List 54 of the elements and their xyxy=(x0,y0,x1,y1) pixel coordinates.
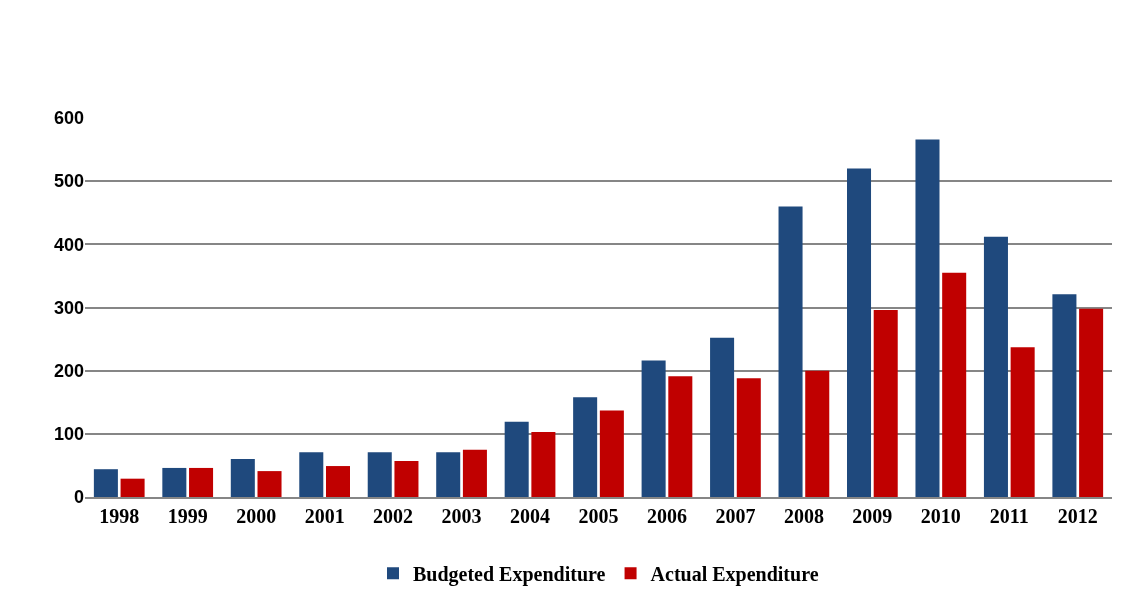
y-tick-label: 200 xyxy=(53,360,84,381)
bar xyxy=(189,467,214,497)
bar xyxy=(367,452,392,497)
x-tick-label: 1998 xyxy=(99,505,140,527)
bar xyxy=(325,466,350,497)
x-tick-label: 2004 xyxy=(510,505,551,527)
x-tick-label: 2005 xyxy=(578,505,619,527)
x-tick-label: 2003 xyxy=(441,505,482,527)
x-tick-label: 2002 xyxy=(373,505,414,527)
bar xyxy=(736,378,761,497)
y-tick-label: 600 xyxy=(53,108,84,129)
bar xyxy=(873,310,898,497)
x-tick-label: 2011 xyxy=(989,505,1029,527)
legend-label: Actual Expenditure xyxy=(650,563,819,587)
x-tick-label: 2009 xyxy=(852,505,893,527)
x-tick-label: 2007 xyxy=(715,505,756,527)
bar xyxy=(915,139,940,497)
bar xyxy=(531,431,556,497)
x-tick-label: 2000 xyxy=(236,505,277,527)
bar xyxy=(162,467,187,497)
x-tick-label: 1999 xyxy=(167,505,208,527)
y-tick-label: 100 xyxy=(53,424,84,445)
bar xyxy=(847,168,872,497)
x-tick-label: 2008 xyxy=(783,505,824,527)
bar xyxy=(230,459,255,497)
bar xyxy=(394,461,419,497)
x-tick-label: 2006 xyxy=(646,505,687,527)
bar xyxy=(983,236,1008,497)
bar xyxy=(1079,308,1104,497)
bar xyxy=(942,272,967,497)
x-tick-label: 2001 xyxy=(304,505,345,527)
bar xyxy=(668,376,693,497)
bar xyxy=(641,360,666,497)
bar xyxy=(599,410,624,497)
bar xyxy=(504,421,529,497)
bar xyxy=(1052,294,1077,497)
y-tick-label: 0 xyxy=(73,487,84,508)
y-tick-label: 500 xyxy=(53,171,84,192)
legend-label: Budgeted Expenditure xyxy=(413,563,606,587)
y-tick-label: 400 xyxy=(53,234,84,255)
x-tick-label: 2010 xyxy=(920,505,961,527)
bar xyxy=(710,337,735,497)
bar xyxy=(257,471,282,497)
bar xyxy=(93,469,118,497)
x-tick-label: 2012 xyxy=(1057,505,1098,527)
bar xyxy=(805,370,830,497)
bar xyxy=(778,206,803,497)
bar xyxy=(462,449,487,497)
bar xyxy=(120,478,145,497)
bar xyxy=(1010,347,1035,497)
bar xyxy=(299,452,324,497)
y-tick-label: 300 xyxy=(53,297,84,318)
bar xyxy=(436,452,461,497)
bar xyxy=(573,397,598,497)
